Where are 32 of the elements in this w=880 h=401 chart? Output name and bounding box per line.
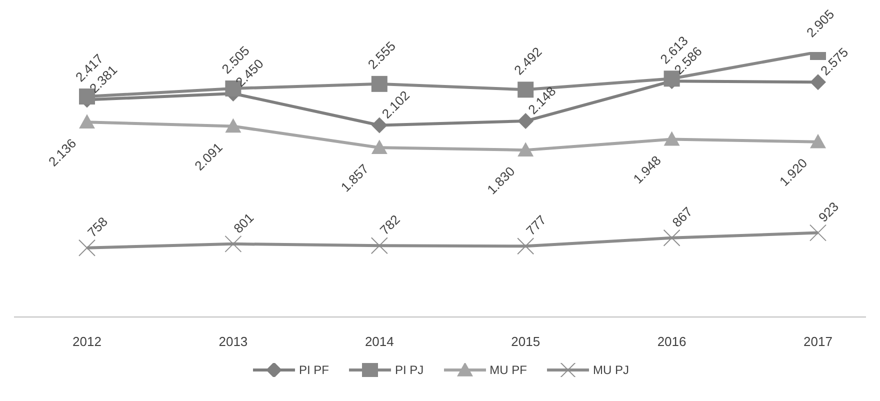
data-label: 758 [84, 214, 110, 240]
legend-label: PI PJ [394, 363, 424, 377]
point [371, 117, 388, 134]
data-label: 777 [523, 212, 550, 238]
legend-label: MU PF [490, 363, 528, 377]
data-label: 801 [230, 210, 257, 236]
point [810, 74, 826, 90]
point [664, 131, 680, 146]
point [810, 134, 826, 148]
data-label: 867 [669, 204, 696, 230]
point [663, 229, 680, 246]
x-tick-label: 2013 [218, 334, 248, 350]
x-tick-label: 2017 [804, 334, 832, 350]
point [371, 140, 388, 154]
point [371, 76, 388, 92]
point [79, 114, 95, 129]
point [810, 224, 826, 242]
x-tick-label: 2016 [657, 334, 686, 350]
point [225, 118, 242, 133]
point [370, 237, 388, 254]
x-tick-label: 2014 [364, 334, 394, 350]
x-tick-label: 2012 [72, 334, 102, 350]
data-label: 923 [816, 198, 842, 225]
legend-label: MU PJ [593, 363, 630, 377]
point [78, 239, 96, 256]
data-label: 782 [376, 212, 403, 238]
x-tick-label: 2015 [511, 334, 540, 350]
point [517, 238, 534, 255]
point [224, 235, 242, 252]
point [518, 142, 534, 156]
point [518, 113, 534, 130]
legend-label: PI PF [298, 363, 329, 377]
